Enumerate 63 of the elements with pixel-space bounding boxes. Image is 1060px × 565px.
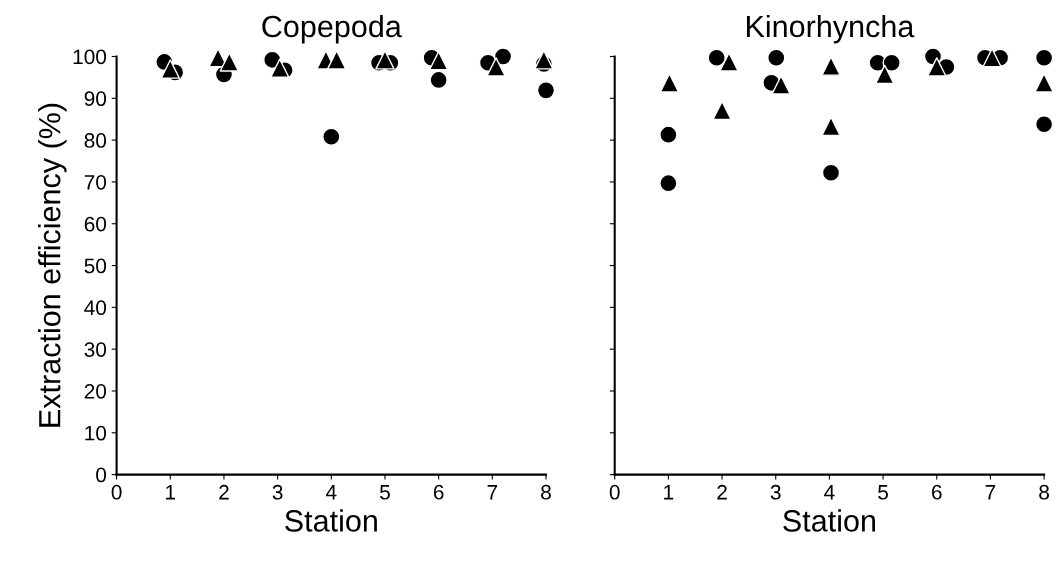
- y-tick-label: 0: [96, 467, 107, 483]
- x-tick-label: 7: [985, 485, 996, 500]
- point: [771, 75, 791, 95]
- x-tick-label: 4: [824, 485, 835, 500]
- point: [270, 58, 290, 78]
- point: [322, 127, 341, 146]
- x-tick-label: 1: [166, 485, 176, 500]
- x-tick-label: 6: [433, 484, 444, 500]
- point: [1034, 48, 1054, 67]
- y-tick-label: 10: [85, 425, 107, 441]
- point: [1034, 73, 1054, 93]
- point: [536, 81, 556, 100]
- point: [927, 57, 947, 77]
- point: [1034, 115, 1054, 134]
- point: [659, 73, 680, 93]
- x-tick-label: 4: [325, 485, 337, 500]
- x-tick-label: 1: [664, 485, 674, 500]
- chart-title: Copepoda: [262, 14, 402, 44]
- x-tick-label: 6: [932, 484, 942, 500]
- x-tick-label: 2: [717, 484, 727, 500]
- y-tick-label: 40: [84, 300, 107, 316]
- point: [486, 57, 506, 77]
- x-tick-label: 2: [219, 484, 229, 500]
- point: [375, 50, 395, 70]
- point: [874, 64, 895, 85]
- point: [326, 50, 347, 70]
- point: [659, 173, 678, 193]
- y-tick-label: 20: [84, 383, 107, 399]
- point: [982, 48, 1002, 68]
- y-tick-label: 80: [84, 133, 107, 148]
- x-tick-label: 3: [272, 484, 283, 500]
- point: [712, 100, 732, 121]
- x-tick-label: 0: [609, 484, 620, 500]
- x-tick-label: 3: [770, 484, 781, 500]
- y-tick-label: 100: [73, 49, 107, 65]
- x-tick-label: 8: [1039, 484, 1049, 500]
- y-tick-label: 30: [84, 342, 107, 357]
- point: [821, 163, 841, 182]
- point: [428, 50, 449, 71]
- y-tick-label: 90: [84, 91, 107, 107]
- x-tick-label: 5: [380, 485, 390, 500]
- point: [821, 116, 841, 137]
- y-tick-label: 70: [84, 174, 107, 190]
- x-tick-label: 5: [878, 485, 888, 500]
- x-axis-title: Station: [285, 509, 377, 532]
- point: [493, 47, 513, 66]
- x-tick-label: 0: [111, 484, 122, 500]
- point: [882, 53, 901, 72]
- point: [160, 59, 181, 79]
- y-tick-label: 50: [84, 258, 107, 274]
- point: [429, 70, 448, 90]
- chart-title: Kinorhyncha: [746, 14, 915, 44]
- point: [821, 56, 841, 76]
- point: [719, 52, 739, 72]
- point: [707, 48, 726, 67]
- y-axis-title: Extraction efficiency (%): [38, 103, 67, 427]
- point: [767, 48, 786, 67]
- x-axis-title: Station: [783, 509, 875, 532]
- point: [219, 52, 240, 72]
- x-tick-label: 8: [541, 484, 551, 500]
- y-tick-label: 60: [84, 216, 107, 232]
- point: [659, 125, 678, 144]
- x-tick-label: 7: [487, 485, 498, 500]
